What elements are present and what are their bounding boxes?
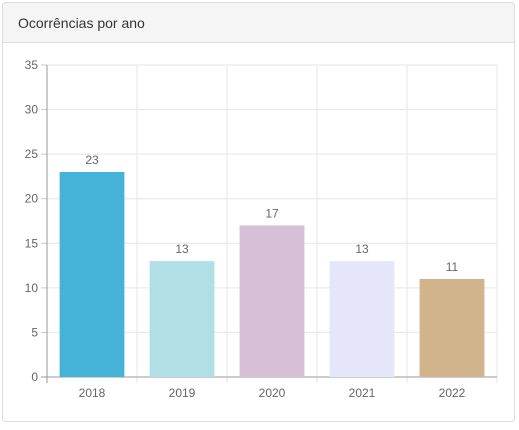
bar-2022[interactable] bbox=[419, 278, 485, 377]
bar-2018[interactable] bbox=[59, 171, 125, 377]
x-tick-label-2021: 2021 bbox=[349, 386, 376, 400]
bar-2021[interactable] bbox=[329, 261, 395, 377]
data-label-2018: 23 bbox=[85, 153, 99, 167]
y-tick-label: 5 bbox=[31, 325, 38, 339]
bar-2019[interactable] bbox=[149, 261, 215, 377]
bar-2020[interactable] bbox=[239, 225, 305, 377]
y-tick-label: 30 bbox=[25, 103, 39, 117]
y-tick-label: 25 bbox=[25, 147, 39, 161]
x-tick-label-2019: 2019 bbox=[169, 386, 196, 400]
chart-title: Ocorrências por ano bbox=[18, 15, 145, 31]
x-tick-label-2020: 2020 bbox=[259, 386, 286, 400]
x-tick-label-2022: 2022 bbox=[439, 386, 466, 400]
y-tick-label: 15 bbox=[25, 236, 39, 250]
data-label-2021: 13 bbox=[355, 242, 369, 256]
y-tick-label: 0 bbox=[31, 370, 38, 384]
card-header: Ocorrências por ano bbox=[3, 3, 514, 43]
y-tick-label: 35 bbox=[25, 58, 39, 72]
x-tick-label-2018: 2018 bbox=[79, 386, 106, 400]
data-label-2022: 11 bbox=[446, 260, 459, 274]
y-tick-label: 20 bbox=[25, 192, 39, 206]
data-label-2020: 17 bbox=[265, 206, 279, 220]
y-tick-labels: 0 5 10 15 20 25 30 35 bbox=[25, 58, 39, 384]
x-tick-labels: 2018 2019 2020 2021 2022 bbox=[79, 386, 466, 400]
y-tick-label: 10 bbox=[25, 281, 39, 295]
data-label-2019: 13 bbox=[175, 242, 189, 256]
data-labels: 23 13 17 13 11 bbox=[85, 153, 458, 274]
bars bbox=[59, 171, 485, 377]
